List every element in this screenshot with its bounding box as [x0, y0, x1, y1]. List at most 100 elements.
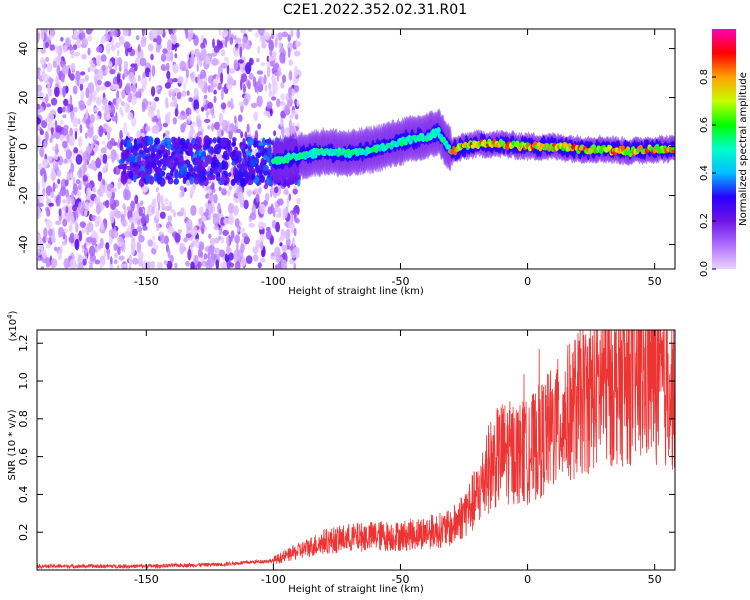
noise-speck	[266, 101, 273, 109]
noise-speck	[49, 137, 53, 143]
noise-speck	[95, 157, 101, 169]
noise-speck	[109, 212, 115, 224]
noise-speck	[220, 72, 224, 85]
x-tick-label: 0	[524, 573, 531, 586]
noise-speck	[247, 80, 251, 90]
noise-speck	[213, 121, 220, 130]
noise-speck	[86, 145, 92, 155]
noise-speck	[101, 97, 108, 106]
noise-speck	[137, 155, 142, 166]
noise-speck	[173, 211, 177, 218]
noise-speck	[248, 165, 253, 171]
noise-speck	[126, 206, 131, 212]
noise-speck	[201, 106, 205, 112]
noise-speck	[234, 234, 240, 244]
noise-speck	[165, 97, 169, 108]
noise-speck	[145, 173, 151, 184]
noise-speck	[172, 29, 177, 34]
noise-speck	[233, 59, 239, 70]
noise-speck	[50, 170, 57, 181]
noise-speck	[126, 157, 130, 163]
noise-speck	[112, 83, 120, 90]
noise-speck	[81, 37, 88, 49]
noise-speck	[62, 140, 68, 149]
noise-speck	[54, 120, 58, 128]
noise-speck	[114, 42, 121, 48]
noise-speck	[140, 200, 144, 206]
noise-speck	[65, 196, 72, 205]
noise-speck	[195, 238, 200, 249]
noise-speck	[58, 226, 64, 237]
noise-speck	[151, 206, 155, 215]
noise-speck	[61, 206, 67, 212]
noise-speck	[109, 29, 114, 37]
noise-speck	[143, 148, 150, 154]
noise-speck	[268, 82, 272, 90]
noise-speck	[154, 137, 161, 145]
noise-speck	[123, 68, 129, 78]
noise-speck	[49, 44, 55, 51]
noise-speck	[155, 46, 161, 53]
noise-speck	[58, 208, 62, 216]
noise-speck	[204, 155, 211, 163]
noise-speck	[203, 105, 208, 111]
noise-speck	[238, 101, 245, 107]
noise-speck	[221, 89, 224, 101]
noise-speck	[118, 255, 125, 261]
noise-speck	[157, 201, 161, 211]
noise-speck	[248, 72, 254, 80]
noise-speck	[48, 202, 54, 207]
noise-speck	[37, 32, 40, 43]
y-axis-label: SNR (10 * v/v)	[7, 409, 18, 480]
noise-speck	[201, 150, 207, 159]
y-tick-label: -40	[17, 236, 30, 254]
noise-speck	[277, 198, 284, 206]
noise-speck	[86, 187, 92, 197]
noise-speck	[80, 90, 84, 101]
noise-speck	[296, 100, 300, 107]
noise-speck	[293, 50, 301, 57]
noise-speck	[109, 263, 114, 269]
noise-speck	[257, 142, 264, 147]
noise-speck	[210, 146, 214, 155]
noise-speck	[188, 29, 194, 40]
noise-speck	[159, 211, 166, 219]
noise-speck	[255, 193, 260, 203]
noise-speck	[64, 179, 69, 187]
noise-speck	[116, 97, 122, 104]
noise-speck	[73, 233, 80, 240]
noise-speck	[294, 113, 299, 120]
noise-speck	[191, 121, 196, 128]
noise-speck	[232, 150, 236, 158]
noise-speck	[178, 115, 185, 120]
noise-speck	[151, 65, 156, 77]
noise-speck	[242, 36, 248, 45]
noise-speck	[274, 246, 281, 258]
noise-speck	[198, 218, 203, 224]
noise-speck	[221, 173, 226, 184]
noise-speck	[63, 258, 70, 269]
noise-speck	[68, 224, 73, 232]
noise-speck	[208, 210, 211, 221]
noise-speck	[140, 213, 147, 225]
noise-speck	[145, 125, 151, 132]
noise-speck	[200, 251, 204, 259]
noise-speck	[279, 235, 285, 241]
noise-speck	[43, 170, 47, 183]
noise-speck	[47, 111, 55, 123]
noise-speck	[272, 82, 278, 94]
noise-speck	[167, 111, 172, 118]
colorbar-tick-label: 0.6	[699, 117, 710, 133]
noise-speck	[40, 30, 45, 41]
noise-speck	[55, 143, 59, 156]
noise-speck	[206, 189, 212, 194]
noise-speck	[37, 135, 42, 146]
noise-speck	[182, 142, 188, 152]
noise-speck	[213, 193, 218, 204]
noise-speck	[198, 172, 204, 182]
noise-speck	[267, 206, 273, 215]
noise-speck	[285, 93, 290, 102]
noise-speck	[116, 73, 121, 84]
noise-speck	[138, 178, 145, 187]
